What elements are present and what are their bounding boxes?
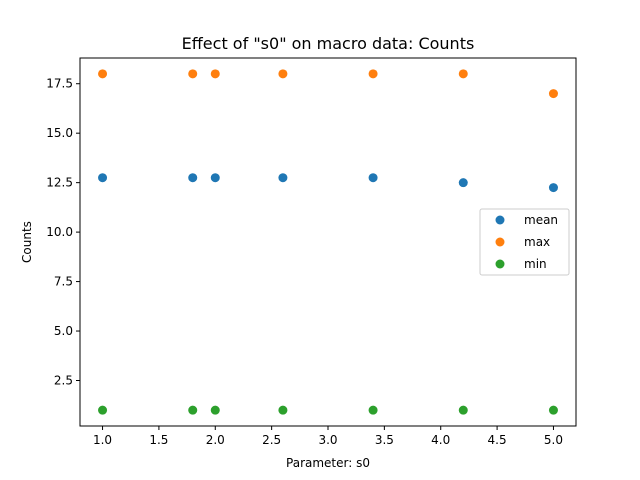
x-tick-label: 1.5 xyxy=(149,433,168,447)
data-point-min-5 xyxy=(458,405,468,415)
data-point-max-1 xyxy=(188,69,198,79)
data-point-mean-3 xyxy=(278,173,288,183)
data-point-min-1 xyxy=(188,405,198,415)
legend-marker-mean xyxy=(495,215,505,225)
y-axis: 2.5 5.0 7.5 10.0 12.5 15.0 17.5 xyxy=(46,77,80,387)
y-tick-label: 7.5 xyxy=(54,275,73,289)
x-axis-label: Parameter: s0 xyxy=(286,456,370,470)
chart-title: Effect of "s0" on macro data: Counts xyxy=(182,34,475,53)
data-point-mean-5 xyxy=(458,178,468,188)
y-tick-label: 17.5 xyxy=(46,77,73,91)
data-point-min-0 xyxy=(98,405,108,415)
legend-marker-max xyxy=(495,237,505,247)
y-tick-label: 10.0 xyxy=(46,225,73,239)
data-point-mean-0 xyxy=(98,173,108,183)
data-point-max-4 xyxy=(368,69,378,79)
data-point-max-6 xyxy=(548,89,558,99)
x-tick-label: 3.0 xyxy=(318,433,337,447)
y-tick-label: 12.5 xyxy=(46,176,73,190)
x-tick-label: 3.5 xyxy=(375,433,394,447)
y-axis-label: Counts xyxy=(20,221,34,263)
x-axis: 1.0 1.5 2.0 2.5 3.0 3.5 4.0 4.5 5.0 xyxy=(93,426,563,447)
y-tick-label: 2.5 xyxy=(54,373,73,387)
x-tick-label: 4.5 xyxy=(488,433,507,447)
x-tick-label: 2.0 xyxy=(206,433,225,447)
legend-label-mean: mean xyxy=(524,213,558,227)
data-point-mean-4 xyxy=(368,173,378,183)
legend-label-max: max xyxy=(524,235,550,249)
data-point-min-2 xyxy=(210,405,220,415)
legend-box xyxy=(479,208,570,276)
legend-marker-min xyxy=(495,259,505,269)
points-layer xyxy=(98,69,558,415)
x-tick-label: 1.0 xyxy=(93,433,112,447)
data-point-min-3 xyxy=(278,405,288,415)
data-point-min-4 xyxy=(368,405,378,415)
y-tick-label: 15.0 xyxy=(46,126,73,140)
legend-label-min: min xyxy=(524,257,547,271)
data-point-mean-1 xyxy=(188,173,198,183)
data-point-max-3 xyxy=(278,69,288,79)
x-tick-label: 5.0 xyxy=(544,433,563,447)
data-point-max-2 xyxy=(210,69,220,79)
x-tick-label: 2.5 xyxy=(262,433,281,447)
legend: mean max min xyxy=(479,208,570,276)
x-tick-label: 4.0 xyxy=(431,433,450,447)
data-point-min-6 xyxy=(548,405,558,415)
data-point-max-5 xyxy=(458,69,468,79)
data-point-max-0 xyxy=(98,69,108,79)
data-point-mean-6 xyxy=(548,183,558,193)
y-tick-label: 5.0 xyxy=(54,324,73,338)
data-point-mean-2 xyxy=(210,173,220,183)
